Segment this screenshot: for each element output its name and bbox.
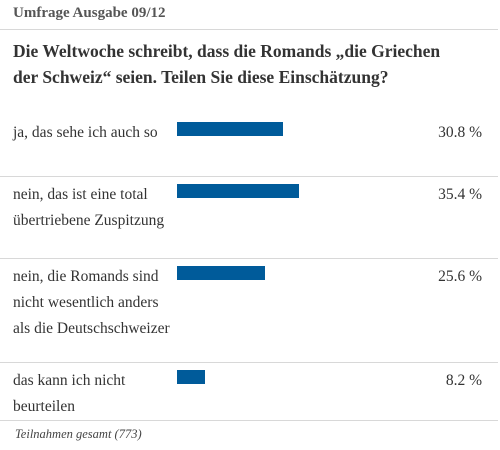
result-row: ja, das sehe ich auch so 30.8 % (0, 120, 498, 176)
result-bar (177, 122, 284, 136)
result-bar (177, 266, 266, 280)
percentage-label: 30.8 % (438, 124, 482, 141)
poll-question: Die Weltwoche schreibt, dass die Romands… (13, 41, 441, 87)
percentage-label: 35.4 % (438, 186, 482, 203)
answer-label: nein, die Romands sind nicht wesentlich … (13, 268, 170, 337)
answer-label: ja, das sehe ich auch so (13, 124, 158, 141)
poll-header: Umfrage Ausgabe 09/12 (0, 0, 498, 30)
percentage-label: 25.6 % (438, 268, 482, 285)
answer-label: das kann ich nicht beurteilen (13, 372, 126, 415)
poll-title: Umfrage Ausgabe 09/12 (13, 5, 166, 21)
total-participants: Teilnahmen gesamt (773) (15, 427, 142, 441)
percentage-label: 8.2 % (445, 372, 482, 389)
result-bar (177, 184, 300, 198)
result-row: nein, die Romands sind nicht wesentlich … (0, 258, 498, 363)
result-bar (177, 370, 206, 384)
divider (0, 420, 498, 421)
result-row: nein, das ist eine total übertriebene Zu… (0, 176, 498, 259)
result-row: das kann ich nicht beurteilen 8.2 % (0, 362, 498, 421)
answer-label: nein, das ist eine total übertriebene Zu… (13, 186, 165, 229)
